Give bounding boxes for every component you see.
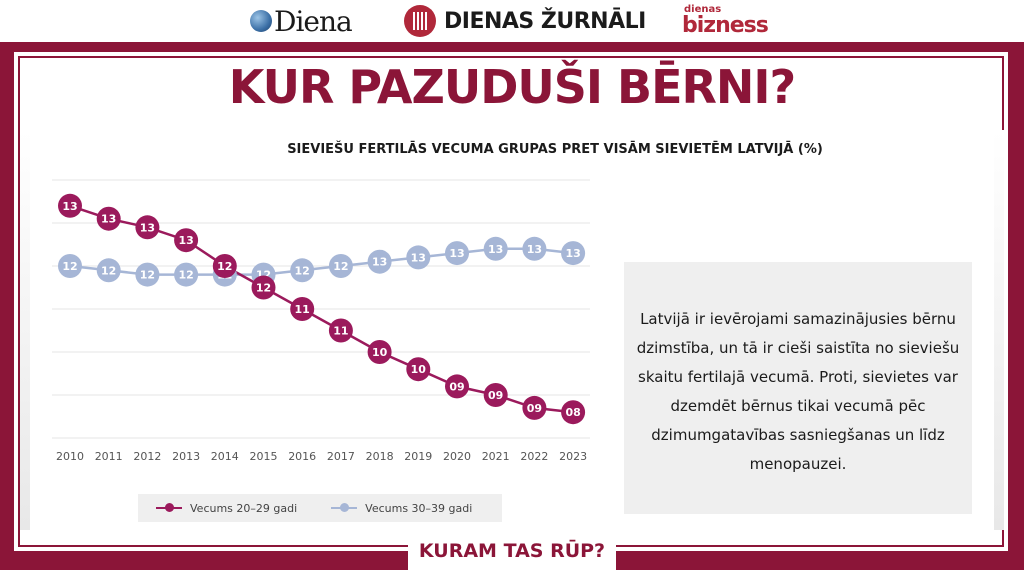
dienas-zurnali-logo-text: DIENAS ŽURNĀLI [444,8,646,34]
data-point [58,254,82,278]
chart-data-points: 1212121212121212131313131313131313131212… [58,193,586,425]
data-label: 12 [217,260,232,273]
data-label: 11 [333,325,348,338]
bizness-logo-small-text: dienas [684,4,722,15]
data-label: 13 [178,234,193,247]
chart-legend: Vecums 20–29 gadi Vecums 30–39 gadi [138,494,502,522]
diena-logo: Diena [250,4,353,38]
legend-label-20-29: Vecums 20–29 gadi [190,501,298,515]
x-tick-label: 2013 [172,450,200,463]
data-label: 13 [372,256,387,269]
data-point [328,318,353,343]
data-label: 13 [101,213,116,226]
data-label: 09 [527,402,542,415]
data-point [522,236,547,261]
data-point [367,249,392,274]
data-point [561,400,586,425]
data-label: 12 [256,282,271,295]
data-point [251,275,276,300]
data-point [135,262,160,287]
globe-icon [250,10,272,32]
info-text: Latvijā ir ievērojami samazinājusies bēr… [636,310,960,473]
data-label: 11 [295,303,310,316]
data-point [406,245,431,270]
dienas-bizness-logo: dienas bizness [682,4,769,38]
x-axis-ticks: 2010 2011 2012 2013 2014 2015 2016 2017 2018 2019… [56,450,587,463]
legend-swatch-20-29 [156,503,182,512]
zurnali-emblem-icon [404,5,436,37]
left-shade [20,130,30,530]
x-tick-label: 2023 [559,450,587,463]
data-point [367,340,392,364]
line-chart: 1212121212121212131313131313131313131212… [52,179,590,463]
data-point [174,262,199,287]
x-tick-label: 2020 [443,450,471,463]
data-point [561,241,586,266]
legend-swatch-30-39 [331,503,358,512]
data-point [135,215,160,240]
data-point [483,383,508,407]
x-tick-label: 2011 [95,450,123,463]
footer-question: KURAM TAS RŪP? [408,532,616,570]
data-point [445,241,469,266]
x-tick-label: 2018 [366,450,394,463]
brand-bar: Diena DIENAS ŽURNĀLI dienas bizness [0,0,1024,42]
data-label: 12 [101,264,116,277]
x-tick-label: 2010 [56,450,84,463]
x-tick-label: 2022 [520,450,548,463]
data-label: 10 [372,346,388,359]
data-point [483,236,508,261]
x-tick-label: 2012 [133,450,161,463]
data-point [328,254,353,278]
data-label: 09 [449,380,464,393]
data-point [406,357,431,382]
info-panel: Latvijā ir ievērojami samazinājusies bēr… [624,262,972,514]
bizness-logo-big-text: bizness [682,13,769,38]
page-title: KUR PAZUDUŠI BĒRNI? [228,60,796,114]
data-label: 13 [140,221,155,234]
x-tick-label: 2016 [288,450,316,463]
data-label: 13 [488,243,503,256]
x-tick-label: 2017 [327,450,355,463]
data-label: 09 [488,389,503,402]
legend-label-30-39: Vecums 30–39 gadi [365,501,473,515]
chart-title: SIEVIEŠU FERTILĀS VECUMA GRUPAS PRET VIS… [287,142,823,157]
data-point [290,258,315,283]
data-point [174,228,199,253]
data-label: 13 [565,247,580,260]
data-point [96,206,121,231]
data-label: 12 [140,269,155,282]
data-label: 10 [411,363,427,376]
data-point [96,258,121,283]
data-label: 12 [178,269,193,282]
x-tick-label: 2014 [211,450,239,463]
data-label: 13 [62,200,77,213]
data-point [290,297,315,321]
data-label: 12 [62,260,77,273]
legend-item-20-29: Vecums 20–29 gadi [156,502,297,515]
x-tick-label: 2015 [250,450,278,463]
data-label: 13 [411,251,426,264]
data-label: 12 [333,260,348,273]
data-point [445,374,469,399]
data-label: 13 [449,247,464,260]
x-tick-label: 2021 [482,450,510,463]
data-point [522,395,547,420]
legend-item-30-39: Vecums 30–39 gadi [331,502,472,515]
x-tick-label: 2019 [404,450,432,463]
diena-logo-text: Diena [274,4,353,38]
dienas-zurnali-logo: DIENAS ŽURNĀLI [404,4,646,38]
data-point [58,193,82,218]
data-label: 12 [295,264,310,277]
data-point [212,254,237,278]
data-label: 08 [565,406,580,419]
data-label: 13 [527,243,542,256]
right-shade [994,130,1004,530]
